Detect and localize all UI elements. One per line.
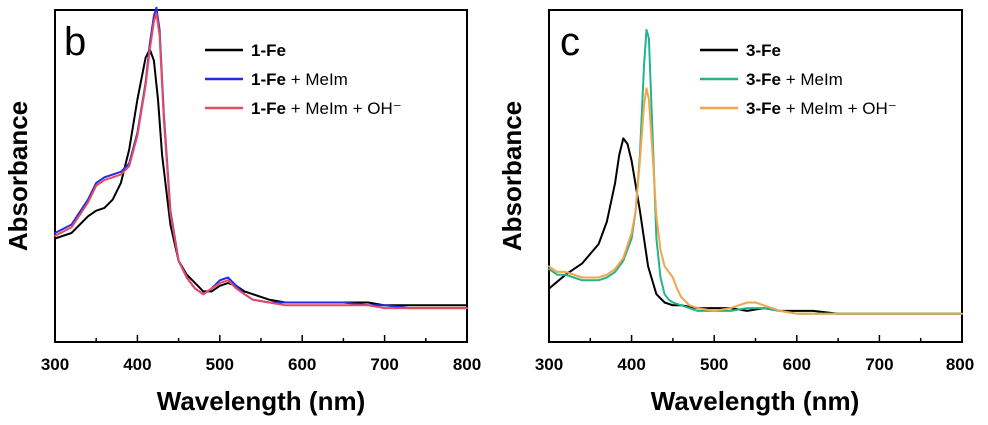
legend-entry: 3-Fe xyxy=(746,41,781,60)
y-axis-title: Absorbance xyxy=(3,101,33,251)
x-axis-title: Wavelength (nm) xyxy=(157,386,365,416)
series-line-1 xyxy=(548,137,963,315)
x-tick-label: 800 xyxy=(946,355,974,374)
x-tick-label: 300 xyxy=(41,355,69,374)
legend-entry: 1-Fe xyxy=(251,41,286,60)
panel-c: c Absorbance Wavelength (nm) 300 400 500… xyxy=(497,9,974,416)
panel-b: b Absorbance Wavelength (nm) 300 400 500… xyxy=(3,6,481,416)
x-tick-label: 600 xyxy=(288,355,316,374)
x-tick-label: 500 xyxy=(206,355,234,374)
x-tick-label: 400 xyxy=(123,355,151,374)
x-tick-label: 600 xyxy=(783,355,811,374)
legend-entry: 3-Fe + MeIm xyxy=(746,70,843,89)
legend-entry: 3-Fe + MeIm + OH⁻ xyxy=(746,99,897,118)
x-tick-label: 700 xyxy=(370,355,398,374)
x-axis-title: Wavelength (nm) xyxy=(651,386,859,416)
x-tick-label: 800 xyxy=(453,355,481,374)
x-tick-label: 300 xyxy=(535,355,563,374)
series-group xyxy=(54,6,468,310)
series-group xyxy=(548,28,963,315)
legend: 3-Fe 3-Fe + MeIm 3-Fe + MeIm + OH⁻ xyxy=(700,41,897,118)
legend-entry: 1-Fe + MeIm xyxy=(251,70,348,89)
x-tick-label: 500 xyxy=(700,355,728,374)
x-axis: 300 400 500 600 700 800 xyxy=(41,335,481,374)
legend: 1-Fe 1-Fe + MeIm 1-Fe + MeIm + OH⁻ xyxy=(205,41,402,118)
series-line-3 xyxy=(54,12,468,310)
panel-label: b xyxy=(64,20,86,64)
series-line-3 xyxy=(548,87,963,315)
y-axis-title: Absorbance xyxy=(497,101,527,251)
x-axis: 300 400 500 600 700 800 xyxy=(535,335,974,374)
panel-label: c xyxy=(560,20,580,64)
x-tick-label: 700 xyxy=(865,355,893,374)
x-tick-label: 400 xyxy=(617,355,645,374)
legend-entry: 1-Fe + MeIm + OH⁻ xyxy=(251,99,402,118)
